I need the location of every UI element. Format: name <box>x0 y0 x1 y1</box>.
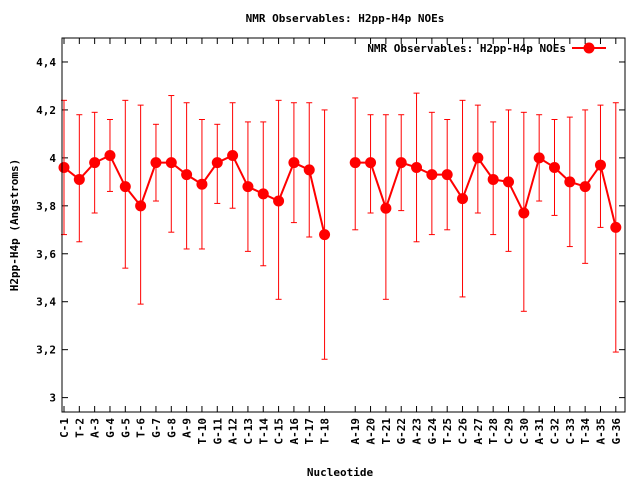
y-tick-label: 4 <box>49 152 56 165</box>
legend-label: NMR Observables: H2pp-H4p NOEs <box>367 42 566 55</box>
x-tick-label: A-9 <box>181 418 194 438</box>
data-point <box>579 181 591 193</box>
x-tick-label: G-22 <box>395 418 408 445</box>
x-tick-label: C-26 <box>457 418 470 445</box>
data-point <box>487 173 499 185</box>
x-tick-label: T-25 <box>441 418 454 445</box>
x-tick-label: T-21 <box>380 418 393 445</box>
data-point <box>411 161 423 173</box>
data-point <box>441 169 453 181</box>
x-tick-label: A-12 <box>227 418 240 445</box>
x-tick-label: C-1 <box>58 418 71 438</box>
x-tick-label: A-27 <box>472 418 485 445</box>
data-point <box>119 181 131 193</box>
x-tick-label: T-2 <box>73 418 86 438</box>
data-point <box>380 202 392 214</box>
data-point <box>503 176 515 188</box>
x-tick-label: G-5 <box>119 418 132 438</box>
y-tick-label: 3,6 <box>36 248 56 261</box>
data-point <box>365 157 377 169</box>
y-tick-label: 4,2 <box>36 104 56 117</box>
data-point <box>181 169 193 181</box>
series-line <box>355 155 617 228</box>
x-tick-label: A-23 <box>411 418 424 445</box>
x-tick-label: T-17 <box>303 418 316 445</box>
data-point <box>518 207 530 219</box>
x-tick-label: C-32 <box>548 418 561 445</box>
x-tick-label: A-31 <box>533 418 546 445</box>
data-point <box>104 149 116 161</box>
x-tick-label: G-7 <box>150 418 163 438</box>
x-tick-label: G-4 <box>104 418 117 438</box>
plot-frame <box>61 37 626 413</box>
y-tick-label: 3 <box>49 392 56 405</box>
y-tick-label: 3,2 <box>36 344 56 357</box>
data-point <box>211 157 223 169</box>
x-tick-label: A-19 <box>349 418 362 445</box>
x-tick-label: C-13 <box>242 418 255 445</box>
x-tick-label: T-34 <box>579 418 592 445</box>
data-point <box>319 229 331 241</box>
chart-title: NMR Observables: H2pp-H4p NOEs <box>246 12 445 25</box>
data-point <box>135 200 147 212</box>
x-tick-label: G-8 <box>165 418 178 438</box>
x-tick-label: T-28 <box>487 418 500 445</box>
x-tick-label: G-36 <box>610 418 623 445</box>
data-point <box>457 193 469 205</box>
data-point <box>165 157 177 169</box>
data-point <box>395 157 407 169</box>
data-point <box>349 157 361 169</box>
data-point <box>610 221 622 233</box>
y-axis-label: H2pp-H4p (Angstroms) <box>8 159 21 291</box>
y-tick-label: 4,4 <box>36 56 56 69</box>
data-point <box>227 149 239 161</box>
data-point <box>242 181 254 193</box>
data-point <box>472 152 484 164</box>
x-tick-label: T-14 <box>257 418 270 445</box>
data-point <box>273 195 285 207</box>
x-tick-label: C-29 <box>503 418 516 445</box>
data-point <box>426 169 438 181</box>
x-tick-label: T-10 <box>196 418 209 445</box>
x-tick-label: A-35 <box>594 418 607 445</box>
x-tick-label: A-16 <box>288 418 301 445</box>
data-point <box>58 161 70 173</box>
x-tick-label: G-11 <box>211 418 224 445</box>
x-axis-label: Nucleotide <box>307 466 374 479</box>
legend-marker <box>583 42 595 54</box>
data-point <box>594 159 606 171</box>
data-point <box>548 161 560 173</box>
data-point <box>73 173 85 185</box>
data-point <box>89 157 101 169</box>
x-tick-label: G-24 <box>426 418 439 445</box>
x-tick-label: C-15 <box>273 418 286 445</box>
x-tick-label: T-6 <box>135 418 148 438</box>
series-line <box>63 154 326 235</box>
x-tick-label: T-18 <box>319 418 332 445</box>
x-tick-label: C-30 <box>518 418 531 445</box>
x-tick-label: C-33 <box>564 418 577 445</box>
data-point <box>533 152 545 164</box>
data-point <box>288 157 300 169</box>
data-point <box>150 157 162 169</box>
data-point <box>564 176 576 188</box>
data-point <box>303 164 315 176</box>
y-tick-label: 3,4 <box>36 296 56 309</box>
y-tick-label: 3,8 <box>36 200 56 213</box>
data-point <box>196 178 208 190</box>
x-tick-label: A-20 <box>365 418 378 445</box>
x-tick-label: A-3 <box>89 418 102 438</box>
data-point <box>257 188 269 200</box>
